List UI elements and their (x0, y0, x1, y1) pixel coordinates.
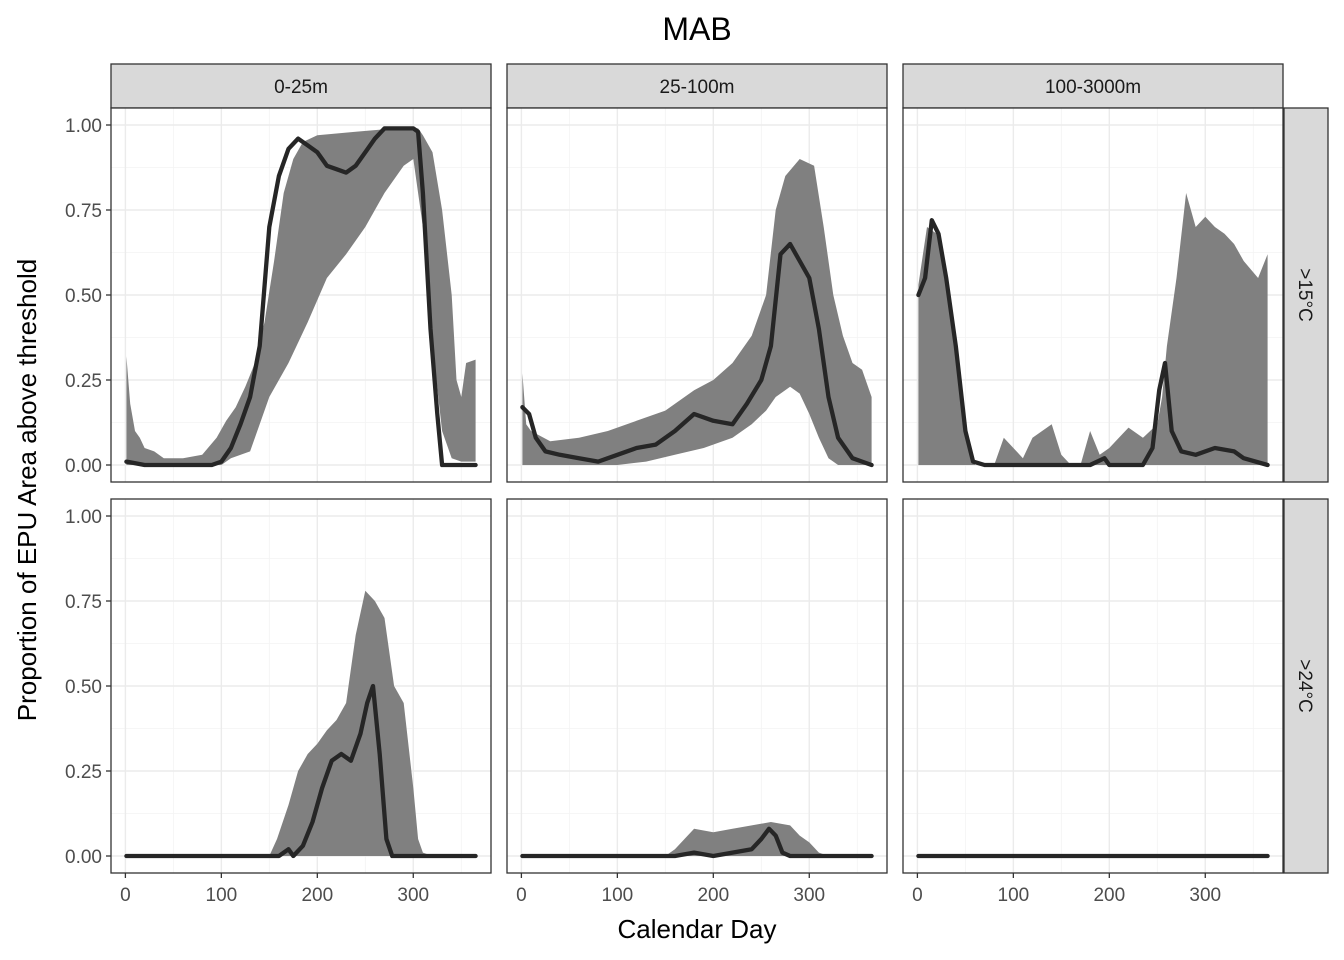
column-strip-bg (902, 63, 1284, 109)
row-strip-label: >15°C (1294, 268, 1315, 322)
y-tick-label: 0.25 (65, 371, 102, 392)
x-tick-label: 0 (516, 885, 527, 906)
x-tick-label: 100 (602, 885, 634, 906)
column-strip-label: 0-25m (274, 77, 328, 98)
x-tick-label: 200 (697, 885, 729, 906)
panel-border (506, 107, 888, 483)
x-tick-label: 0 (120, 885, 131, 906)
column-strip-bg (110, 63, 492, 109)
x-tick-label: 300 (397, 885, 429, 906)
row-strip-bg (1283, 107, 1329, 483)
range-band (126, 128, 476, 465)
panel-0-2 (902, 107, 1284, 483)
y-tick-label: 0.75 (65, 201, 102, 222)
y-tick-label: 1.00 (65, 507, 102, 528)
panel-border (506, 498, 888, 874)
range-band (918, 193, 1268, 465)
column-strip-2: 100-3000m (902, 63, 1284, 109)
y-tick-label: 0.00 (65, 456, 102, 477)
column-strip-1: 25-100m (506, 63, 888, 109)
panel-border (902, 107, 1284, 483)
mean-line (916, 218, 1270, 468)
column-strip-label: 25-100m (660, 77, 735, 98)
x-axis-title: Calendar Day (618, 914, 777, 944)
column-strip-label: 100-3000m (1045, 77, 1141, 98)
y-tick-label: 0.50 (65, 677, 102, 698)
panel-1-0 (110, 498, 492, 874)
chart-title: MAB (662, 11, 731, 47)
range-band (522, 822, 872, 856)
x-tick-label: 0 (912, 885, 923, 906)
y-tick-label: 1.00 (65, 116, 102, 137)
range-band (126, 590, 476, 856)
y-tick-label: 0.00 (65, 847, 102, 868)
panel-grid: 0-25m 25-100m 100-3000m >15°C >24°C 0.00 0.25 0… (65, 63, 1329, 906)
y-tick-label: 0.25 (65, 762, 102, 783)
x-tick-label: 200 (1093, 885, 1125, 906)
mean-line (520, 241, 874, 468)
panel-1-1 (506, 498, 888, 874)
x-tick-label: 200 (301, 885, 333, 906)
x-tick-label: 100 (998, 885, 1030, 906)
mean-line (124, 683, 478, 859)
mean-line (124, 126, 478, 468)
x-tick-label: 100 (206, 885, 238, 906)
y-tick-label: 0.50 (65, 286, 102, 307)
x-tick-label: 300 (793, 885, 825, 906)
y-tick-label: 0.75 (65, 592, 102, 613)
panel-0-0 (110, 107, 492, 483)
x-tick-label: 300 (1189, 885, 1221, 906)
panel-1-2 (902, 498, 1284, 874)
column-strip-bg (506, 63, 888, 109)
panel-border (902, 498, 1284, 874)
row-strip-bg (1283, 498, 1329, 874)
row-strip-0: >15°C (1283, 107, 1329, 483)
column-strip-0: 0-25m (110, 63, 492, 109)
range-band (522, 159, 872, 465)
mean-line (520, 826, 874, 859)
panel-0-1 (506, 107, 888, 483)
y-axis-title: Proportion of EPU Area above threshold (12, 259, 42, 722)
row-strip-label: >24°C (1294, 659, 1315, 713)
row-strip-1: >24°C (1283, 498, 1329, 874)
